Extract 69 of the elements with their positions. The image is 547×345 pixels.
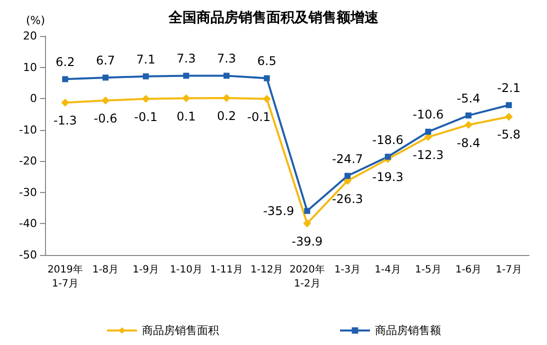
legend-label: 商品房销售面积	[142, 324, 219, 337]
point	[506, 102, 512, 108]
data-label: -12.3	[412, 148, 444, 162]
x-tick-label: 1-8月	[92, 264, 119, 276]
point	[464, 120, 472, 129]
data-label: -39.9	[292, 234, 323, 248]
point	[61, 98, 70, 107]
x-tick-label: 1-12月	[250, 264, 284, 276]
legend-label: 商品房销售额	[375, 324, 441, 337]
x-tick-label: 1-6月	[455, 264, 482, 276]
data-label: 6.2	[56, 55, 75, 70]
point	[425, 128, 432, 135]
y-tick-label: 10	[23, 60, 37, 74]
point	[466, 112, 472, 118]
data-label: -0.6	[94, 111, 118, 126]
data-label: -18.6	[372, 132, 404, 147]
x-tick-label: 1-11月	[210, 264, 243, 276]
data-label: -26.3	[332, 192, 364, 206]
point	[504, 112, 513, 121]
point	[303, 219, 312, 228]
x-tick-label: 2020年 1-2月	[289, 264, 325, 290]
data-label: -19.3	[372, 170, 404, 184]
point	[262, 94, 271, 103]
point	[264, 75, 270, 82]
y-tick-label: -40	[19, 217, 37, 230]
data-label: 7.1	[136, 52, 156, 66]
y-tick-label: 0	[30, 92, 37, 106]
point	[304, 208, 310, 214]
point	[102, 74, 108, 81]
x-tick-label: 2019年 1-7月	[47, 264, 83, 290]
data-label: -24.7	[332, 152, 364, 166]
data-label: -5.8	[497, 128, 521, 142]
x-tick-label: 1-7月	[496, 264, 522, 276]
data-label: -2.1	[497, 81, 521, 96]
y-tick-label: -20	[19, 154, 37, 168]
point	[142, 94, 150, 103]
y-axis-title: (%)	[26, 14, 45, 27]
data-label: -1.3	[53, 114, 77, 128]
x-tick-label: 1-5月	[414, 264, 442, 276]
y-tick-label: 20	[23, 30, 37, 42]
point	[384, 154, 391, 160]
x-tick-label: 1-9月	[132, 264, 160, 276]
point	[62, 76, 68, 82]
y-tick-label: -10	[19, 123, 37, 136]
data-label: 0.1	[176, 109, 196, 124]
point	[142, 73, 149, 80]
point	[183, 72, 190, 79]
data-label: 0.2	[216, 108, 236, 123]
data-label: -10.6	[412, 108, 444, 122]
chart-title: 全国商品房销售面积及销售额增速	[168, 9, 380, 26]
point	[182, 94, 190, 102]
y-tick-label: -50	[19, 248, 37, 262]
data-label: -5.4	[456, 91, 480, 106]
data-label: 7.3	[176, 52, 196, 66]
point	[102, 96, 110, 104]
x-tick-label: 1-4月	[374, 264, 402, 276]
data-label: -35.9	[263, 204, 294, 218]
x-tick-label: 1-10月	[170, 264, 203, 276]
data-label: -0.1	[247, 110, 271, 124]
x-tick-label: 1-3月	[334, 264, 361, 276]
y-tick-label: -30	[19, 186, 37, 199]
data-label: -8.4	[456, 136, 480, 150]
data-label: 6.5	[257, 54, 276, 68]
data-label: -0.1	[134, 110, 158, 124]
data-label: 7.3	[216, 52, 236, 66]
point	[222, 94, 230, 102]
data-label: 6.7	[96, 54, 116, 68]
point	[344, 172, 350, 179]
point	[224, 72, 230, 79]
